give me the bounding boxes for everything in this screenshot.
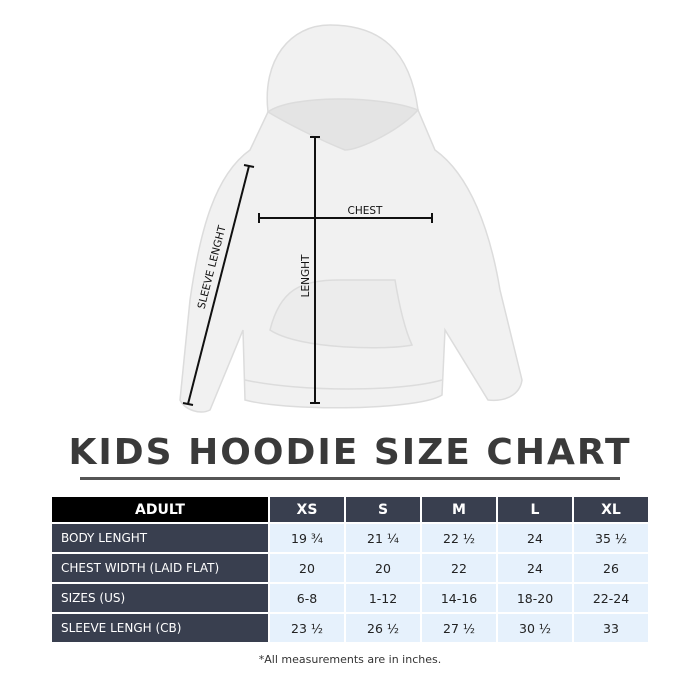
measure-lines: [182, 136, 433, 406]
header-size: XL: [574, 497, 648, 522]
table-cell: 22 ½: [422, 524, 496, 552]
header-corner: ADULT: [52, 497, 268, 522]
table-cell: 24: [498, 554, 572, 582]
row-label: BODY LENGHT: [52, 524, 268, 552]
row-label: SLEEVE LENGH (CB): [52, 614, 268, 642]
table-row: SIZES (US) 6-8 1-12 14-16 18-20 22-24: [52, 584, 648, 612]
table-cell: 19 ¾: [270, 524, 344, 552]
table-cell: 18-20: [498, 584, 572, 612]
size-table: ADULT XS S M L XL BODY LENGHT 19 ¾ 21 ¼ 22 …: [50, 495, 650, 644]
sleeve-line: [187, 165, 250, 405]
table-cell: 33: [574, 614, 648, 642]
table-cell: 14-16: [422, 584, 496, 612]
table-header-row: ADULT XS S M L XL: [52, 497, 648, 522]
table-cell: 1-12: [346, 584, 420, 612]
table-cell: 30 ½: [498, 614, 572, 642]
table-cell: 35 ½: [574, 524, 648, 552]
table-row: BODY LENGHT 19 ¾ 21 ¼ 22 ½ 24 35 ½: [52, 524, 648, 552]
chest-label: CHEST: [348, 205, 384, 217]
table-cell: 22-24: [574, 584, 648, 612]
table-cell: 27 ½: [422, 614, 496, 642]
page-title: KIDS HOODIE SIZE CHART: [68, 432, 632, 473]
footnote: *All measurements are in inches.: [258, 653, 442, 666]
header-size: S: [346, 497, 420, 522]
table-cell: 23 ½: [270, 614, 344, 642]
row-label: SIZES (US): [52, 584, 268, 612]
header-size: M: [422, 497, 496, 522]
table-cell: 20: [346, 554, 420, 582]
table-cell: 22: [422, 554, 496, 582]
table-cell: 6-8: [270, 584, 344, 612]
table-cell: 20: [270, 554, 344, 582]
row-label: CHEST WIDTH (LAID FLAT): [52, 554, 268, 582]
length-label: LENGHT: [300, 254, 312, 297]
table-cell: 26: [574, 554, 648, 582]
header-size: XS: [270, 497, 344, 522]
title-underline: [80, 477, 620, 480]
table-cell: 26 ½: [346, 614, 420, 642]
hoodie-diagram: CHEST LENGHT SLEEVE LENGHT: [179, 24, 523, 413]
table-row: SLEEVE LENGH (CB) 23 ½ 26 ½ 27 ½ 30 ½ 33: [52, 614, 648, 642]
header-size: L: [498, 497, 572, 522]
table-cell: 24: [498, 524, 572, 552]
table-cell: 21 ¼: [346, 524, 420, 552]
table-row: CHEST WIDTH (LAID FLAT) 20 20 22 24 26: [52, 554, 648, 582]
